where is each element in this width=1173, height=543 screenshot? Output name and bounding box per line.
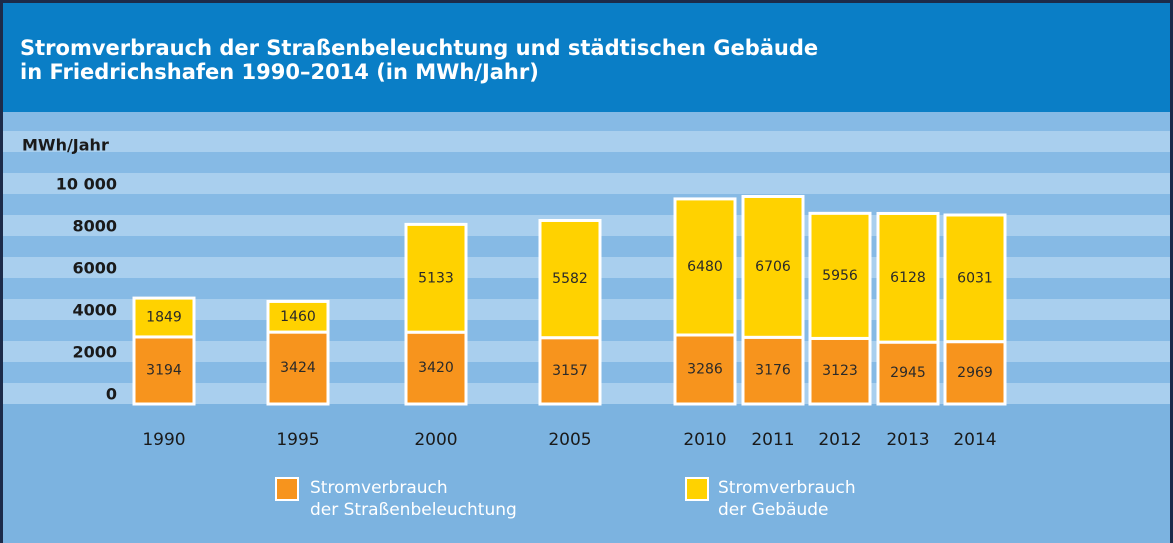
- y-tick-label: 10 000: [56, 175, 117, 194]
- bar-segment: [741, 194, 805, 339]
- data-label: 6706: [755, 259, 791, 275]
- bar-segment: [808, 336, 872, 406]
- bar-segment: [808, 211, 872, 340]
- legend-label: Stromverbrauch der Gebäude: [718, 478, 856, 520]
- stripe: [0, 131, 1173, 152]
- legend-label: Stromverbrauch der Straßenbeleuchtung: [310, 478, 517, 520]
- bar-segment: [132, 335, 196, 406]
- x-tick-label: 2012: [818, 430, 861, 450]
- data-label: 5133: [418, 270, 454, 286]
- data-label: 5956: [822, 268, 858, 284]
- x-tick-label: 2000: [414, 430, 457, 450]
- x-tick-label: 1990: [142, 430, 185, 450]
- y-axis-label: MWh/Jahr: [22, 136, 109, 155]
- data-label: 3424: [280, 360, 316, 376]
- data-label: 3157: [552, 363, 588, 379]
- data-label: 6031: [957, 270, 993, 286]
- data-label: 3420: [418, 360, 454, 376]
- stripe: [0, 194, 1173, 215]
- bar-segment: [132, 296, 196, 339]
- data-label: 6480: [687, 259, 723, 275]
- data-label: 3123: [822, 363, 858, 379]
- y-tick-label: 2000: [72, 343, 117, 362]
- legend-swatch: [685, 477, 709, 501]
- x-tick-label: 2005: [548, 430, 591, 450]
- data-label: 5582: [552, 271, 588, 287]
- header-band: [0, 0, 1173, 112]
- data-label: 3194: [146, 362, 182, 378]
- y-tick-label: 0: [106, 385, 117, 404]
- data-label: 3286: [687, 361, 723, 377]
- bar-segment: [404, 222, 468, 334]
- y-tick-label: 6000: [72, 259, 117, 278]
- bar-segment: [538, 218, 602, 340]
- y-tick-label: 8000: [72, 217, 117, 236]
- bar-segment: [876, 211, 940, 344]
- stripe: [0, 173, 1173, 194]
- x-tick-label: 2011: [751, 430, 794, 450]
- bar-segment: [673, 333, 737, 406]
- stripe: [0, 152, 1173, 173]
- bar-segment: [943, 213, 1007, 344]
- bar-segment: [266, 299, 330, 334]
- data-label: 6128: [890, 270, 926, 286]
- x-tick-label: 1995: [276, 430, 319, 450]
- bar-segment: [404, 330, 468, 406]
- y-tick-label: 4000: [72, 301, 117, 320]
- x-tick-label: 2010: [683, 430, 726, 450]
- data-label: 2945: [890, 365, 926, 381]
- data-label: 2969: [957, 365, 993, 381]
- data-label: 3176: [755, 363, 791, 379]
- chart-title: Stromverbrauch der Straßenbeleuchtung un…: [20, 36, 819, 84]
- bar-segment: [876, 340, 940, 406]
- bar-segment: [741, 335, 805, 406]
- data-label: 1460: [280, 309, 316, 325]
- data-label: 1849: [146, 310, 182, 326]
- stripe: [0, 112, 1173, 131]
- x-tick-label: 2014: [953, 430, 996, 450]
- bar-segment: [673, 197, 737, 337]
- x-tick-label: 2013: [886, 430, 929, 450]
- legend-swatch: [275, 477, 299, 501]
